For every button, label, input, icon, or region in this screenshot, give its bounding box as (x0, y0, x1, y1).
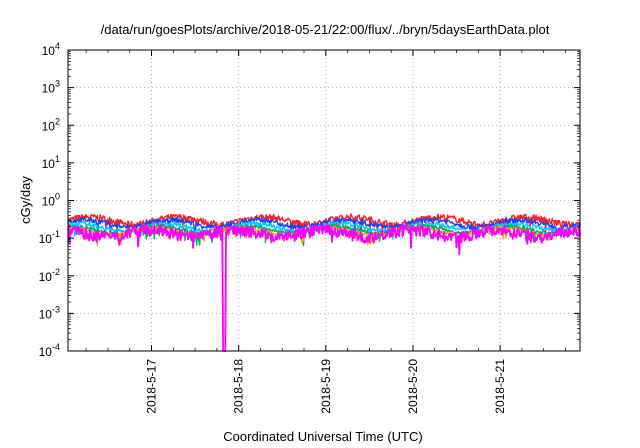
y-tick-base: 10 (42, 82, 56, 96)
y-tick-base: 10 (39, 270, 53, 284)
y-tick-base: 10 (42, 119, 56, 133)
y-tick-label: 102 (42, 116, 60, 133)
x-tick-label: 2018-5-17 (145, 359, 159, 414)
y-tick-base: 10 (39, 232, 53, 246)
y-tick-base: 10 (42, 157, 56, 171)
y-axis-label: cGy/day (18, 176, 33, 224)
y-tick-exponent: 0 (55, 192, 60, 202)
x-axis: 2018-5-17 2018-5-18 2018-5-19 2018-5-20 2018… (85, 50, 566, 414)
grid (68, 50, 580, 351)
y-tick-base: 10 (42, 195, 56, 209)
chart-title: /data/run/goesPlots/archive/2018-05-21/2… (101, 22, 550, 37)
y-tick-label: 101 (42, 154, 60, 171)
x-axis-label: Coordinated Universal Time (UTC) (223, 429, 422, 444)
y-tick-base: 10 (39, 307, 53, 321)
y-tick-label: 10-4 (39, 342, 60, 359)
y-tick-base: 10 (42, 44, 56, 58)
y-tick-exponent: 2 (55, 116, 60, 126)
x-tick-label: 2018-5-19 (319, 359, 333, 414)
series-line (67, 220, 581, 243)
y-tick-exponent: -4 (52, 342, 60, 352)
y-tick-label: 100 (42, 192, 60, 209)
x-tick-label: 2018-5-18 (232, 359, 246, 414)
y-tick-exponent: -1 (52, 229, 60, 239)
x-tick-label: 2018-5-21 (493, 359, 507, 414)
y-tick-label: 10-1 (39, 229, 60, 246)
y-tick-exponent: 1 (55, 154, 60, 164)
y-tick-exponent: 4 (55, 41, 60, 51)
series-line (67, 224, 581, 352)
series-layer (67, 213, 581, 352)
y-tick-exponent: -3 (52, 304, 60, 314)
y-tick-exponent: -2 (52, 267, 60, 277)
y-tick-label: 104 (42, 41, 60, 58)
y-tick-label: 10-2 (39, 267, 60, 284)
y-tick-label: 10-3 (39, 304, 60, 321)
y-tick-exponent: 3 (55, 79, 60, 89)
x-tick-label: 2018-5-20 (406, 359, 420, 414)
y-tick-label: 103 (42, 79, 60, 96)
y-tick-base: 10 (39, 345, 53, 359)
